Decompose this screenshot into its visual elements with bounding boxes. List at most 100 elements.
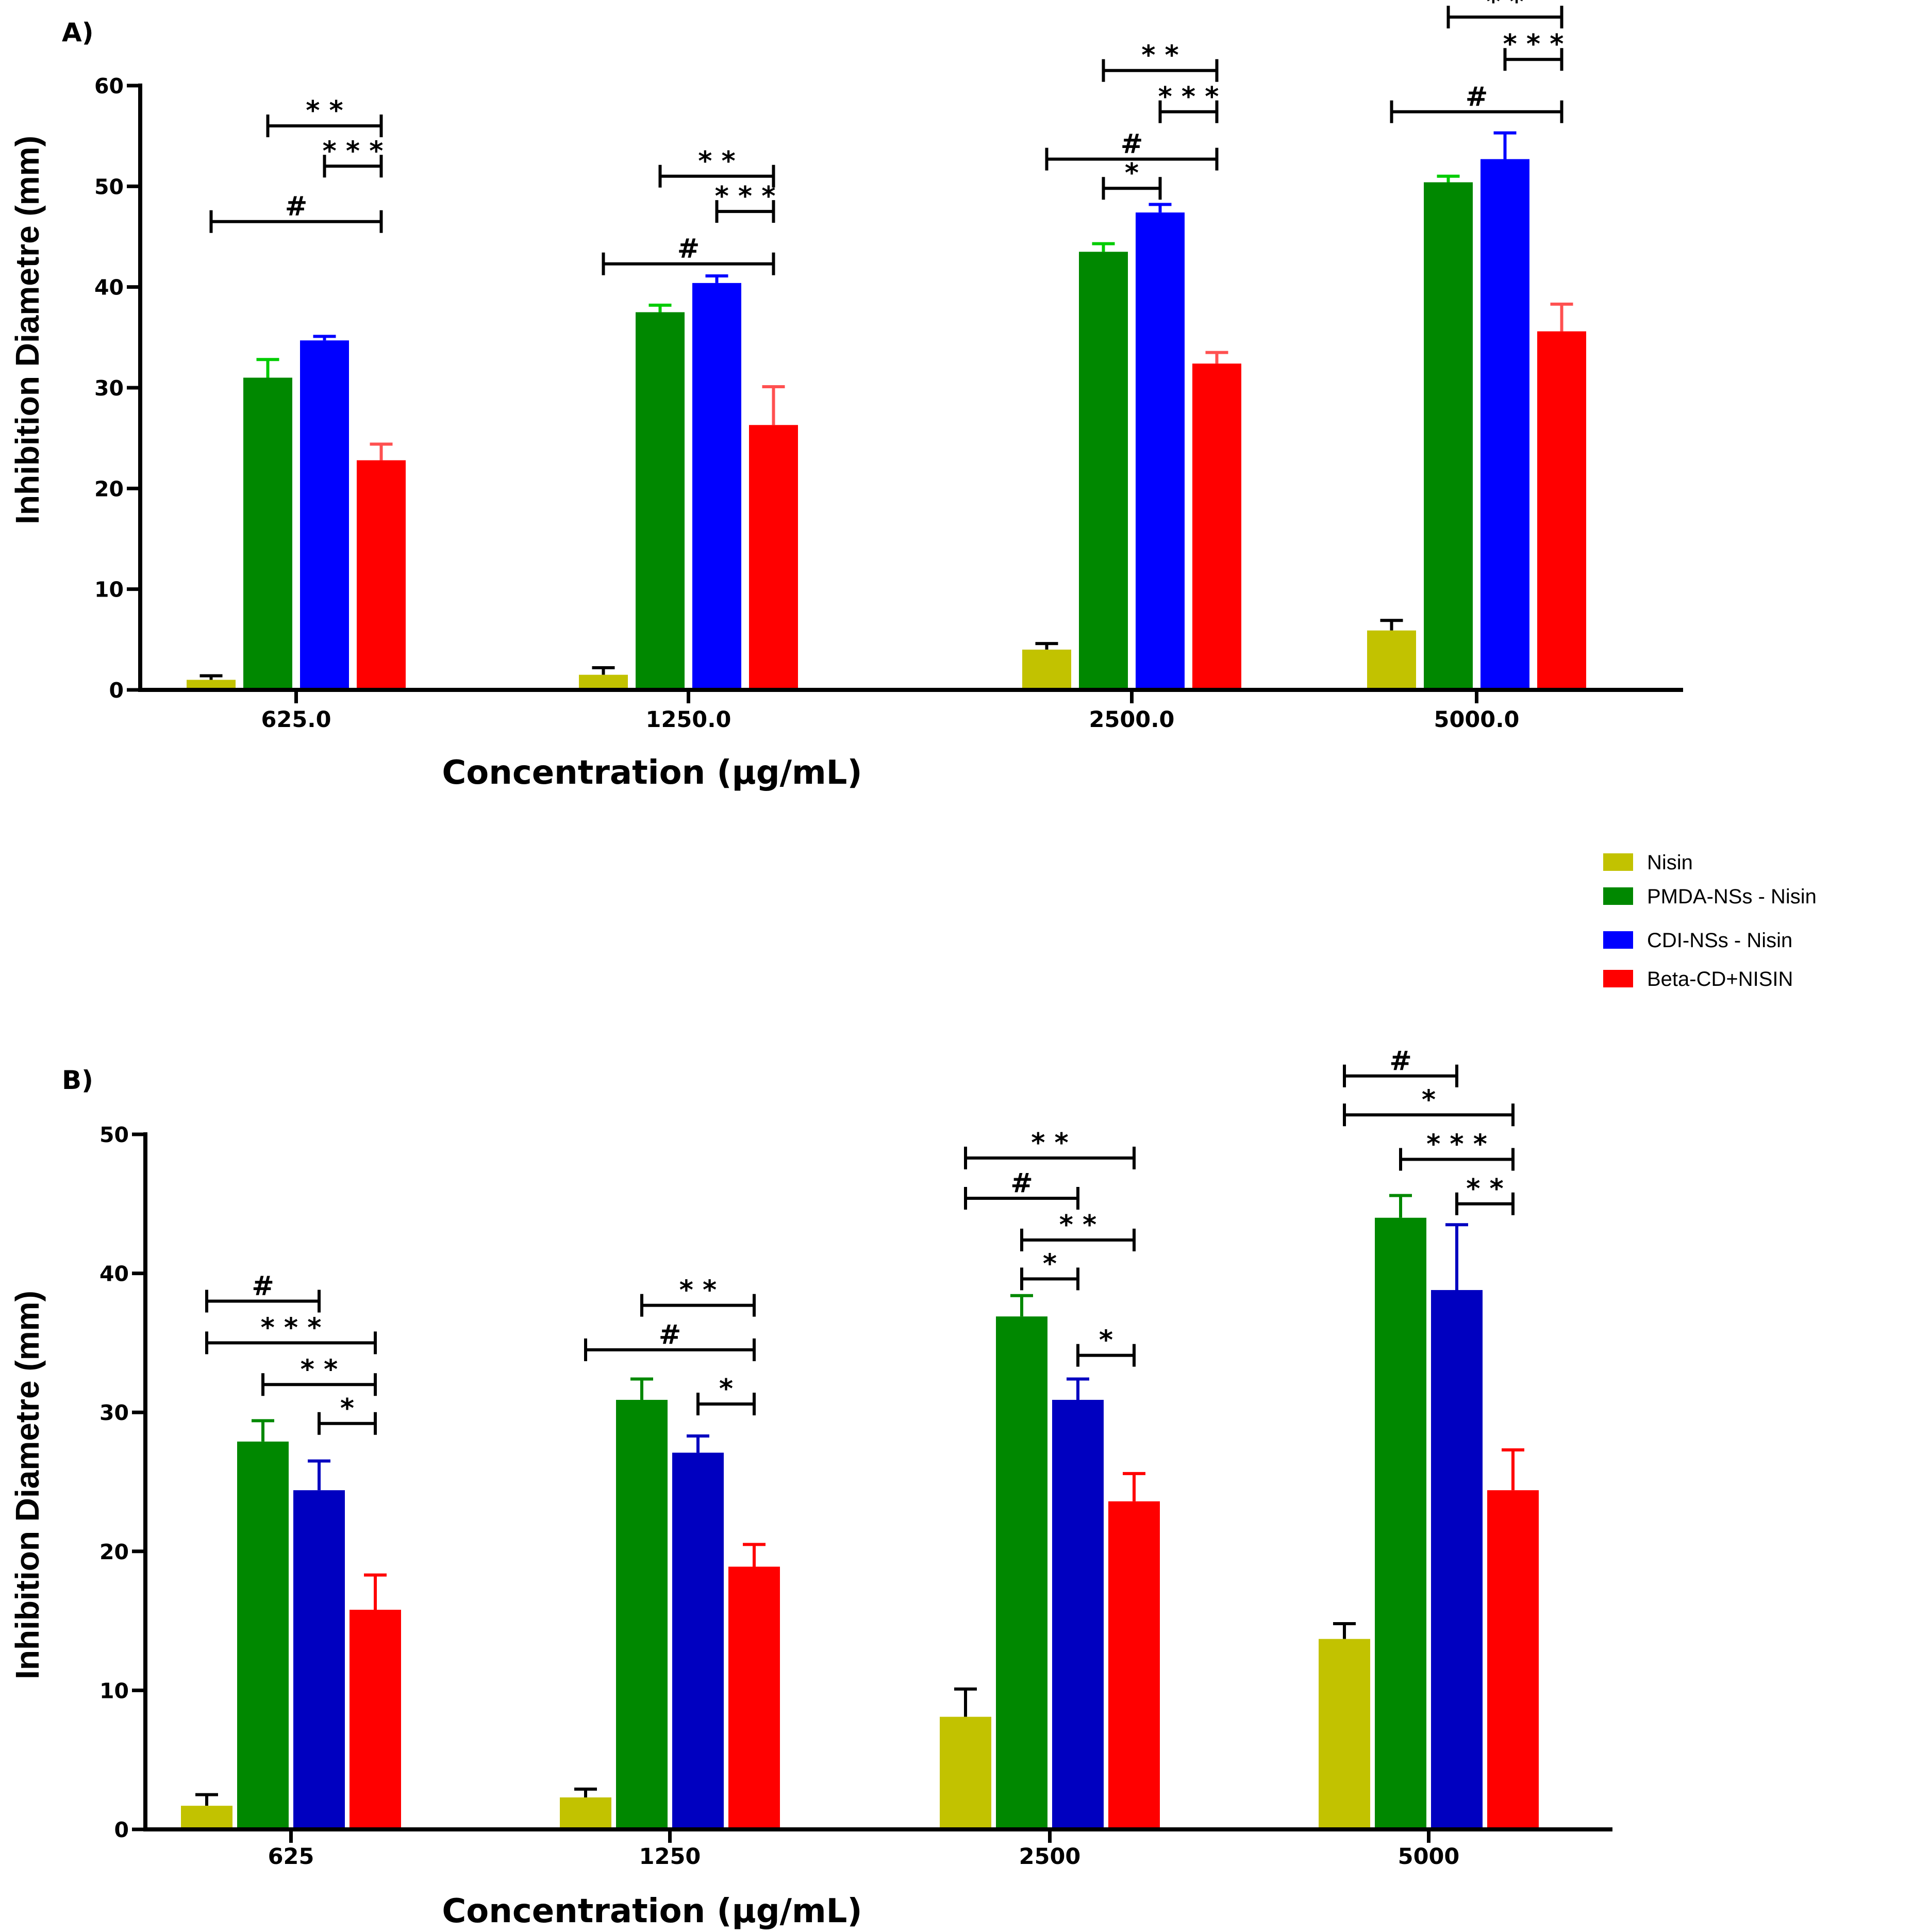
- panel-a-bar: [1481, 159, 1529, 690]
- panel-b-significance-label: * *: [1031, 1128, 1069, 1159]
- panel-b-x-tick-label: 1250: [639, 1844, 701, 1870]
- panel-b-significance-label: * *: [1059, 1210, 1097, 1241]
- panel-b-significance-label: * *: [1466, 1174, 1504, 1204]
- legend-swatch-beta-cd: [1603, 970, 1633, 987]
- legend-label-pmda: PMDA-NSs - Nisin: [1647, 885, 1817, 908]
- panel-a-significance-label: * *: [1486, 0, 1524, 18]
- panel-b-bar: [672, 1452, 724, 1829]
- panel-a-y-axis-title: Inhibition Diametre (mm): [9, 136, 46, 524]
- panel-a-significance-label: #: [1466, 81, 1488, 112]
- panel-b-significance-label: #: [1010, 1168, 1033, 1199]
- panel-b-significance-label: *: [1043, 1248, 1057, 1279]
- panel-b-bar: [1487, 1490, 1539, 1829]
- panel-a-bar: [1022, 649, 1071, 690]
- panel-a-significance-label: * *: [306, 95, 343, 126]
- panel-a-y-tick-label: 50: [94, 174, 124, 199]
- panel-a-significance-label: #: [1121, 129, 1143, 160]
- panel-a-bar: [1367, 630, 1416, 690]
- panel-b-bar: [181, 1806, 232, 1829]
- panel-b-y-tick-label: 20: [99, 1540, 129, 1564]
- legend-swatch-cdi: [1603, 931, 1633, 949]
- panel-b-significance-label: * * *: [1426, 1129, 1487, 1160]
- panel-a-bar: [636, 312, 685, 690]
- panel-b-significance-label: *: [719, 1374, 733, 1405]
- panel-b-bar: [616, 1399, 668, 1829]
- panel-a-bar: [1424, 182, 1473, 690]
- legend-swatch-pmda: [1603, 887, 1633, 905]
- legend-label-cdi: CDI-NSs - Nisin: [1647, 929, 1792, 952]
- legend-label-nisin: Nisin: [1647, 851, 1693, 874]
- panel-b-bar: [728, 1566, 780, 1829]
- panel-a-chart: A) 0 10 20 30 40 50 60 625.0 1250.0 2500.0 5000.0 *…: [9, 0, 1683, 792]
- panel-a-significance-label: * * *: [323, 136, 384, 167]
- panel-b-y-tick-label: 30: [99, 1400, 129, 1425]
- panel-b-y-tick-label: 50: [99, 1122, 129, 1147]
- panel-a-bar: [579, 674, 628, 690]
- panel-a-x-tick-label: 1250.0: [646, 707, 731, 733]
- panel-b-bar: [560, 1797, 611, 1829]
- panel-b-bar: [940, 1716, 991, 1829]
- panel-b-significance-label: #: [252, 1271, 274, 1302]
- panel-a-bar: [1192, 364, 1241, 690]
- panel-b-bar: [996, 1316, 1047, 1829]
- panel-a-bar: [187, 680, 236, 690]
- panel-a-y-tick-label: 30: [94, 376, 124, 401]
- panel-a-x-axis-title: Concentration (µg/mL): [442, 754, 862, 792]
- panel-a-significance-label: * *: [1141, 40, 1179, 71]
- panel-a-bar: [692, 283, 741, 690]
- panel-a-bar: [1079, 252, 1128, 690]
- panel-b-bar: [1431, 1290, 1483, 1829]
- panel-a-bar: [243, 377, 292, 690]
- panel-b-bar: [1108, 1501, 1160, 1829]
- legend: Nisin PMDA-NSs - Nisin CDI-NSs - Nisin B…: [1603, 851, 1817, 990]
- panel-a-significance-label: *: [1125, 158, 1139, 189]
- panel-b-significance-label: * * *: [261, 1312, 322, 1343]
- panel-a-significance-label: #: [285, 191, 308, 222]
- panel-a-bar: [1136, 212, 1185, 690]
- panel-a-x-tick-label: 2500.0: [1089, 707, 1175, 733]
- panel-a-significance-label: * *: [698, 146, 736, 177]
- panel-b-y-tick-label: 10: [99, 1678, 129, 1703]
- panel-b-y-axis-title: Inhibition Diametre (mm): [9, 1291, 46, 1679]
- panel-b-significance-label: *: [340, 1393, 354, 1424]
- panel-b-bar: [1052, 1399, 1104, 1829]
- panel-a-x-tick-label: 625.0: [261, 707, 331, 733]
- panel-a-y-tick-label: 0: [109, 678, 124, 703]
- panel-b-significance-label: #: [659, 1319, 681, 1350]
- panel-a-significance-label: #: [677, 234, 700, 265]
- panel-a-bar: [300, 340, 349, 690]
- panel-b-x-tick-label: 2500: [1019, 1844, 1081, 1870]
- panel-b-bar: [293, 1490, 345, 1829]
- panel-b-y-tick-label: 0: [114, 1818, 129, 1842]
- panel-a-bar: [1537, 331, 1586, 690]
- panel-a-significance-label: * * *: [715, 181, 776, 212]
- panel-a-x-tick-label: 5000.0: [1434, 707, 1520, 733]
- panel-b-bar: [1319, 1639, 1370, 1829]
- panel-b-bar: [1375, 1217, 1426, 1829]
- panel-a-bar: [357, 460, 406, 690]
- panel-b-significance-label: * *: [301, 1354, 338, 1385]
- panel-a-label: A): [62, 18, 94, 47]
- panel-b-significance-label: *: [1099, 1325, 1113, 1356]
- panel-a-significance-label: * * *: [1503, 29, 1564, 60]
- panel-b-x-tick-label: 625: [268, 1844, 314, 1870]
- panel-a-y-tick-label: 10: [94, 577, 124, 602]
- panel-a-y-tick-label: 40: [94, 275, 124, 300]
- panel-b-significance-label: *: [1422, 1084, 1436, 1115]
- panel-b-significance-label: #: [1389, 1046, 1412, 1077]
- panel-b-x-tick-label: 5000: [1398, 1844, 1460, 1870]
- panel-b-label: B): [62, 1065, 93, 1095]
- panel-a-y-tick-label: 20: [94, 476, 124, 501]
- legend-swatch-nisin: [1603, 853, 1633, 871]
- panel-b-x-axis-title: Concentration (µg/mL): [442, 1892, 862, 1930]
- panel-b-significance-label: * *: [679, 1275, 717, 1306]
- panel-a-y-tick-label: 60: [94, 74, 124, 98]
- panel-b-bar: [237, 1441, 289, 1829]
- panel-a-bar: [749, 425, 798, 690]
- panel-a-significance-label: * * *: [1158, 81, 1219, 112]
- panel-b-y-tick-label: 40: [99, 1262, 129, 1286]
- legend-label-beta-cd: Beta-CD+NISIN: [1647, 968, 1793, 990]
- panel-b-bar: [350, 1610, 401, 1829]
